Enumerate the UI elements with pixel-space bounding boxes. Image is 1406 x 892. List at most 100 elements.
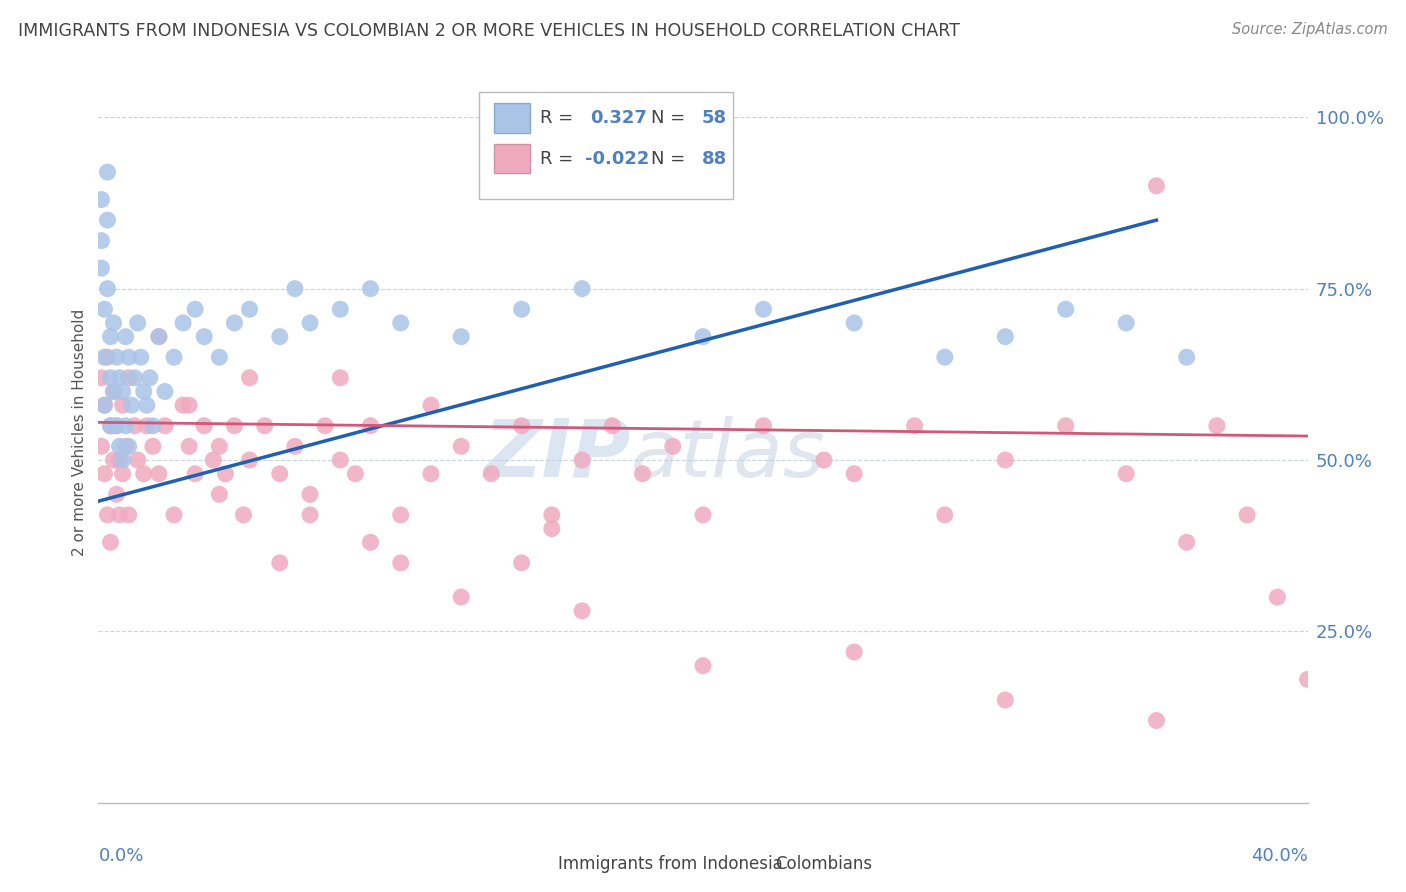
Point xyxy=(142,439,165,453)
Point xyxy=(193,418,215,433)
Point xyxy=(108,508,131,522)
Point xyxy=(103,384,125,399)
Point xyxy=(148,329,170,343)
Point xyxy=(96,282,118,296)
Point xyxy=(389,316,412,330)
Point xyxy=(135,418,157,433)
Point xyxy=(96,213,118,227)
Point xyxy=(100,418,122,433)
Point xyxy=(105,418,128,433)
Point xyxy=(135,398,157,412)
Point xyxy=(389,556,412,570)
Point xyxy=(93,398,115,412)
Point xyxy=(510,418,533,433)
Point xyxy=(124,371,146,385)
Point xyxy=(103,316,125,330)
Point xyxy=(90,234,112,248)
Text: Immigrants from Indonesia: Immigrants from Indonesia xyxy=(558,855,783,873)
Text: R =: R = xyxy=(540,109,579,127)
Point xyxy=(1236,508,1258,522)
Point xyxy=(1206,418,1229,433)
Point xyxy=(93,467,115,481)
Point xyxy=(510,302,533,317)
Point xyxy=(172,316,194,330)
Point xyxy=(114,329,136,343)
Bar xyxy=(494,103,530,133)
Text: N =: N = xyxy=(651,150,690,168)
Point xyxy=(93,350,115,364)
Point xyxy=(111,384,134,399)
Point xyxy=(1144,714,1167,728)
Point xyxy=(299,316,322,330)
Point xyxy=(232,508,254,522)
Point xyxy=(105,350,128,364)
Point xyxy=(103,384,125,399)
Point xyxy=(269,467,291,481)
Point xyxy=(96,350,118,364)
Point xyxy=(118,439,141,453)
Point xyxy=(1175,535,1198,549)
Point xyxy=(100,535,122,549)
Point xyxy=(224,316,246,330)
Point xyxy=(692,508,714,522)
Bar xyxy=(479,92,734,200)
Point xyxy=(1054,418,1077,433)
Point xyxy=(142,418,165,433)
Point xyxy=(844,467,866,481)
Text: 88: 88 xyxy=(702,150,727,168)
Point xyxy=(1115,316,1137,330)
Point xyxy=(148,467,170,481)
Point xyxy=(121,398,143,412)
Point xyxy=(540,522,562,536)
Point xyxy=(314,418,336,433)
Text: ZIP: ZIP xyxy=(484,416,630,494)
Point xyxy=(571,282,593,296)
Point xyxy=(631,467,654,481)
Point xyxy=(111,467,134,481)
Point xyxy=(184,467,207,481)
Point xyxy=(124,418,146,433)
Point xyxy=(602,418,624,433)
Point xyxy=(752,302,775,317)
Point xyxy=(93,302,115,317)
Point xyxy=(105,418,128,433)
Text: IMMIGRANTS FROM INDONESIA VS COLOMBIAN 2 OR MORE VEHICLES IN HOUSEHOLD CORRELATI: IMMIGRANTS FROM INDONESIA VS COLOMBIAN 2… xyxy=(18,22,960,40)
Point xyxy=(269,556,291,570)
Point xyxy=(299,487,322,501)
Point xyxy=(1296,673,1319,687)
Bar xyxy=(516,851,550,877)
Point xyxy=(420,398,443,412)
Point xyxy=(1144,178,1167,193)
Point xyxy=(148,329,170,343)
Point xyxy=(692,658,714,673)
Point xyxy=(661,439,683,453)
Point xyxy=(329,371,352,385)
Point xyxy=(253,418,276,433)
Point xyxy=(329,453,352,467)
Point xyxy=(269,329,291,343)
Point xyxy=(360,282,382,296)
Point xyxy=(105,487,128,501)
Point xyxy=(934,508,956,522)
Text: 58: 58 xyxy=(702,109,727,127)
Point xyxy=(129,350,152,364)
Point xyxy=(239,453,262,467)
Point xyxy=(96,508,118,522)
Point xyxy=(450,439,472,453)
Point xyxy=(1267,590,1289,604)
Point xyxy=(420,467,443,481)
Point xyxy=(172,398,194,412)
Point xyxy=(284,282,307,296)
Text: Source: ZipAtlas.com: Source: ZipAtlas.com xyxy=(1232,22,1388,37)
Point xyxy=(90,193,112,207)
Point xyxy=(994,453,1017,467)
Point xyxy=(163,350,186,364)
Point xyxy=(132,384,155,399)
Point xyxy=(127,453,149,467)
Text: -0.022: -0.022 xyxy=(585,150,650,168)
Point xyxy=(114,439,136,453)
Point xyxy=(118,508,141,522)
Point xyxy=(127,316,149,330)
Point xyxy=(111,398,134,412)
Point xyxy=(571,453,593,467)
